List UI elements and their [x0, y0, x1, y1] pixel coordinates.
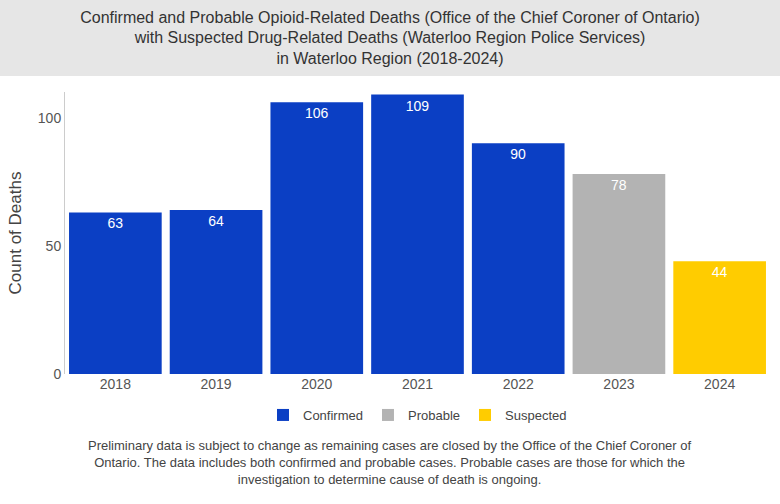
svg-text:2024: 2024	[704, 376, 735, 392]
svg-text:2023: 2023	[603, 376, 634, 392]
svg-text:Suspected: Suspected	[505, 408, 566, 423]
svg-text:109: 109	[406, 98, 430, 114]
svg-text:78: 78	[611, 177, 627, 193]
svg-text:Count of Deaths: Count of Deaths	[6, 172, 25, 295]
svg-text:44: 44	[712, 264, 728, 280]
svg-text:100: 100	[38, 110, 62, 126]
svg-text:Probable: Probable	[408, 408, 460, 423]
svg-text:0: 0	[53, 366, 61, 382]
svg-text:64: 64	[208, 213, 224, 229]
svg-text:2019: 2019	[200, 376, 231, 392]
svg-text:2018: 2018	[100, 376, 131, 392]
svg-text:2022: 2022	[503, 376, 534, 392]
svg-text:106: 106	[305, 105, 329, 121]
svg-text:2021: 2021	[402, 376, 433, 392]
svg-text:Preliminary data is subject to: Preliminary data is subject to change as…	[88, 438, 692, 487]
svg-text:Confirmed and Probable Opioid-: Confirmed and Probable Opioid-Related De…	[80, 9, 700, 68]
svg-text:90: 90	[510, 146, 526, 162]
svg-text:63: 63	[107, 215, 123, 231]
svg-text:2020: 2020	[301, 376, 332, 392]
svg-text:50: 50	[46, 238, 62, 254]
svg-text:Confirmed: Confirmed	[303, 408, 363, 423]
